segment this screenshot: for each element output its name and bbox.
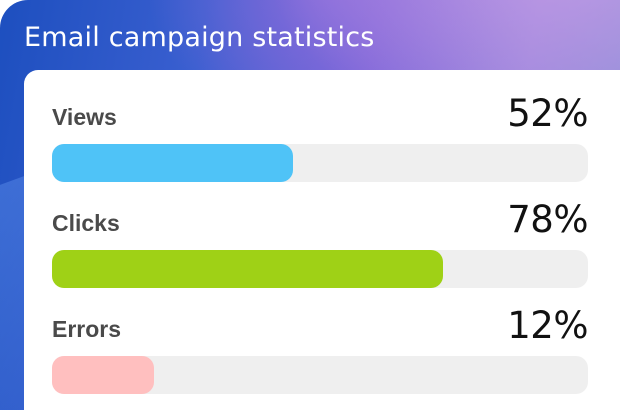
progress-track-views <box>52 144 588 182</box>
stat-value-errors: 12% <box>507 304 588 347</box>
stat-label-views: Views <box>52 104 117 130</box>
progress-track-errors <box>52 356 588 394</box>
stat-label-clicks: Clicks <box>52 210 120 236</box>
stat-label-errors: Errors <box>52 316 122 342</box>
stat-value-views: 52% <box>507 92 588 135</box>
stats-card: Views 52% Clicks 78% Errors 12% <box>24 70 620 410</box>
stat-clicks: Clicks 78% <box>52 176 588 288</box>
widget-title: Email campaign statistics <box>24 22 375 53</box>
stat-views: Views 52% <box>52 70 588 182</box>
stat-errors: Errors 12% <box>52 282 588 394</box>
progress-track-clicks <box>52 250 588 288</box>
stat-value-clicks: 78% <box>507 198 588 241</box>
progress-fill-views <box>52 144 294 182</box>
progress-fill-clicks <box>52 250 444 288</box>
progress-fill-errors <box>52 356 154 394</box>
